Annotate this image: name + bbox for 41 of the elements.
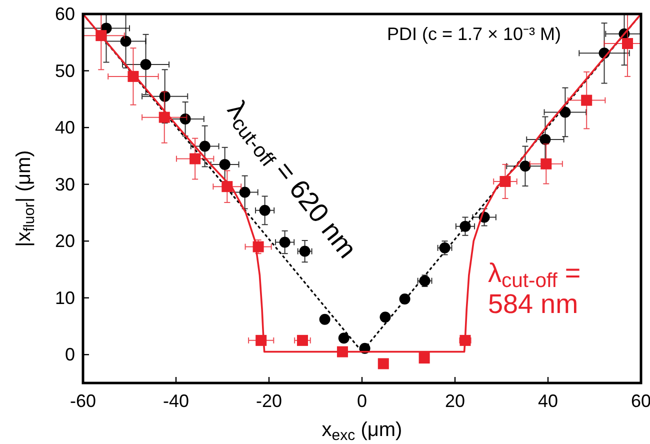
point: [460, 334, 471, 346]
x-axis-title: x$_{exc}$ (μm): [322, 419, 402, 444]
x-tick-label: 0: [356, 391, 368, 411]
y-tick-label: 60: [54, 4, 75, 24]
point: [279, 236, 290, 248]
point: [259, 204, 270, 216]
point: [460, 220, 471, 232]
point: [399, 293, 410, 304]
point: [190, 153, 201, 164]
point: [296, 334, 308, 346]
point: [128, 70, 139, 82]
x-tick-label: 60: [630, 391, 650, 411]
y-tick-label: 40: [54, 118, 75, 138]
x-tick-label: 20: [444, 391, 466, 411]
point: [622, 38, 634, 50]
point: [140, 59, 152, 70]
point: [380, 312, 391, 323]
point: [96, 30, 107, 42]
y-tick-label: 0: [64, 344, 75, 365]
point: [500, 176, 511, 187]
y-tick-label: 10: [54, 288, 75, 308]
point: [336, 346, 348, 358]
point: [239, 186, 250, 198]
point: [338, 332, 350, 344]
y-tick-label: 30: [54, 174, 75, 194]
point: [199, 140, 210, 152]
series-label: λ$_{cut-off}$ = 584 nm: [488, 258, 581, 320]
x-tick-label: -60: [70, 391, 96, 411]
point: [319, 314, 330, 325]
point: [560, 106, 571, 118]
text: PDI (c = 1.7 × 10⁻³ M): [386, 24, 561, 44]
y-tick-label: 20: [54, 231, 75, 252]
point: [378, 358, 389, 370]
point: [418, 352, 430, 364]
point: [256, 334, 267, 346]
point: [581, 94, 592, 106]
x-tick-label: -20: [256, 391, 282, 411]
y-tick-label: 50: [54, 60, 75, 81]
point: [120, 36, 132, 47]
x-tick-label: -40: [162, 391, 190, 411]
x-tick-label: 40: [538, 391, 558, 411]
